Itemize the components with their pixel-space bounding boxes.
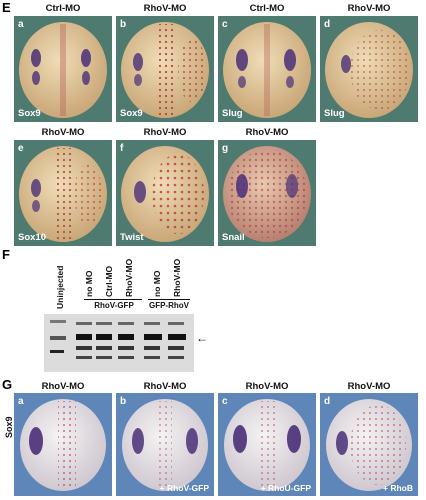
group-line [84, 299, 142, 300]
embryo-panel-e-e: e Sox10 [14, 140, 112, 246]
panel-letter: a [18, 396, 24, 407]
lane-label: no MO [152, 270, 162, 297]
group-label: GFP-RhoV [149, 301, 189, 310]
western-blot [44, 314, 194, 372]
panel-title: Ctrl-MO [249, 3, 285, 14]
embryo-panel-e-f: f Twist [116, 140, 214, 246]
panel-letter: e [18, 143, 24, 154]
embryo-image [19, 146, 107, 242]
embryo-image [20, 399, 106, 491]
rescue-label: + RhoV-GFP [159, 483, 209, 493]
embryo-image [121, 22, 209, 118]
gene-label: Sox9 [120, 108, 143, 119]
embryo-panel-e-b: b Sox9 [116, 16, 214, 122]
panel-letter: a [18, 19, 24, 30]
embryo-image [121, 146, 209, 242]
embryo-panel-e-g: g Snail [218, 140, 316, 246]
lane-label: Ctrl-MO [104, 265, 114, 297]
gene-label: Twist [120, 232, 144, 243]
embryo-panel-g-d: d + RhoB [320, 393, 418, 496]
panel-title: RhoV-MO [347, 381, 391, 392]
embryo-image [224, 399, 310, 491]
blot-image [50, 320, 186, 359]
lane-label: Uninjected [55, 265, 65, 309]
panel-title: RhoV-MO [245, 127, 289, 138]
side-label-sox9: Sox9 [4, 416, 14, 438]
panel-letter: f [120, 143, 124, 154]
group-label: RhoV-GFP [94, 301, 134, 310]
embryo-panel-g-b: b + RhoV-GFP [116, 393, 214, 496]
panel-title: RhoV-MO [143, 3, 187, 14]
gene-label: Snail [222, 232, 245, 243]
embryo-image [122, 399, 208, 491]
lane-label: RhoV-MO [124, 258, 134, 297]
embryo-image [223, 146, 311, 242]
section-label-f: F [2, 247, 10, 262]
panel-letter: d [324, 396, 331, 407]
panel-letter: g [222, 143, 229, 154]
embryo-image [325, 22, 413, 118]
embryo-panel-e-a: a Sox9 [14, 16, 112, 122]
panel-title: Ctrl-MO [45, 3, 81, 14]
panel-title: RhoV-MO [143, 381, 187, 392]
panel-letter: b [120, 19, 127, 30]
section-label-g: G [2, 377, 13, 392]
embryo-panel-g-c: c + RhoU-GFP [218, 393, 316, 496]
rescue-label: + RhoU-GFP [260, 483, 311, 493]
lane-label: RhoV-MO [172, 258, 182, 297]
panel-title: RhoV-MO [245, 381, 289, 392]
gene-label: Slug [222, 108, 243, 119]
lane-label: no MO [84, 270, 94, 297]
panel-title: RhoV-MO [347, 3, 391, 14]
panel-letter: c [222, 396, 228, 407]
panel-letter: c [222, 19, 228, 30]
gene-label: Slug [324, 108, 345, 119]
gene-label: Sox9 [18, 108, 41, 119]
rescue-label: + RhoB [383, 483, 413, 493]
embryo-image [326, 399, 412, 491]
arrow-icon: ← [196, 331, 208, 345]
panel-title: RhoV-MO [41, 381, 85, 392]
panel-title: RhoV-MO [143, 127, 187, 138]
panel-letter: d [324, 19, 331, 30]
embryo-panel-e-d: d Slug [320, 16, 418, 122]
section-label-e: E [2, 0, 11, 15]
embryo-panel-g-a: a [14, 393, 112, 496]
embryo-panel-e-c: c Slug [218, 16, 316, 122]
embryo-image [19, 22, 107, 118]
panel-title: RhoV-MO [41, 127, 85, 138]
panel-letter: b [120, 396, 127, 407]
embryo-image [223, 22, 311, 118]
gene-label: Sox10 [18, 232, 46, 243]
group-line [148, 299, 190, 300]
